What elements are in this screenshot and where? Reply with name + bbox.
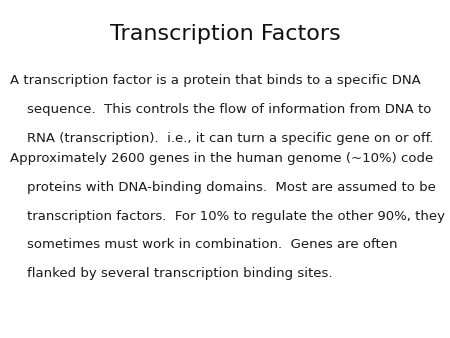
- Text: Transcription Factors: Transcription Factors: [110, 24, 340, 44]
- Text: sequence.  This controls the flow of information from DNA to: sequence. This controls the flow of info…: [10, 103, 431, 116]
- Text: A transcription factor is a protein that binds to a specific DNA: A transcription factor is a protein that…: [10, 74, 421, 87]
- Text: RNA (transcription).  i.e., it can turn a specific gene on or off.: RNA (transcription). i.e., it can turn a…: [10, 132, 433, 145]
- Text: flanked by several transcription binding sites.: flanked by several transcription binding…: [10, 267, 333, 280]
- Text: sometimes must work in combination.  Genes are often: sometimes must work in combination. Gene…: [10, 238, 397, 251]
- Text: transcription factors.  For 10% to regulate the other 90%, they: transcription factors. For 10% to regula…: [10, 210, 445, 222]
- Text: Approximately 2600 genes in the human genome (~10%) code: Approximately 2600 genes in the human ge…: [10, 152, 433, 165]
- Text: proteins with DNA-binding domains.  Most are assumed to be: proteins with DNA-binding domains. Most …: [10, 181, 436, 194]
